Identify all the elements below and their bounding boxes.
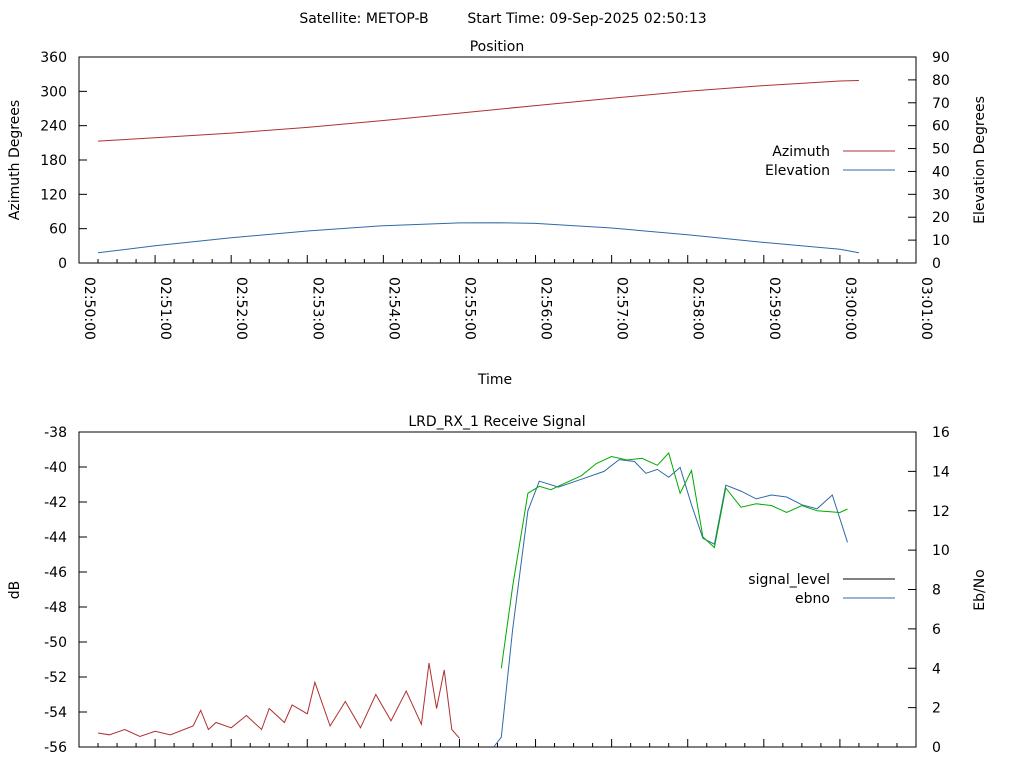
signal-plot-frame: [78, 431, 917, 748]
y2-tick-label: 4: [932, 661, 941, 677]
legend-label-signal-level: signal_level: [748, 572, 830, 588]
x-tick-label: 02:56:00: [538, 277, 554, 340]
y2-tick-label: 20: [932, 210, 950, 226]
position-legend: Azimuth Elevation: [765, 144, 895, 179]
satellite-label: Satellite: METOP-B: [299, 11, 428, 27]
y-tick-label: 240: [40, 119, 67, 135]
position-chart-title: Position: [470, 39, 525, 55]
y2-tick-label: 60: [932, 119, 950, 135]
start-time-label: Start Time: 09-Sep-2025 02:50:13: [467, 11, 706, 27]
y-tick-label: 60: [49, 222, 67, 238]
x-tick-label: 02:54:00: [385, 277, 401, 340]
y-tick-label: -40: [44, 460, 67, 476]
position-x-axis-label: Time: [477, 372, 512, 388]
x-tick-label: 02:53:00: [309, 277, 325, 340]
signal-series-lines: [97, 452, 848, 748]
y2-tick-label: 80: [932, 73, 950, 89]
y2-tick-label: 10: [932, 233, 950, 249]
y2-tick-label: 0: [932, 256, 941, 272]
y-tick-label: -50: [44, 635, 67, 651]
y2-tick-label: 12: [932, 504, 950, 520]
y2-tick-label: 50: [932, 142, 950, 158]
legend-label-azimuth: Azimuth: [772, 144, 830, 160]
signal-y-axis-label: dB: [7, 581, 23, 600]
y2-tick-label: 40: [932, 164, 950, 180]
y-tick-label: -52: [44, 670, 67, 686]
y2-tick-label: 0: [932, 740, 941, 756]
x-tick-label: 02:58:00: [690, 277, 706, 340]
signal-level-noise-trace: [97, 662, 460, 739]
y2-tick-label: 8: [932, 583, 941, 599]
signal-y2-axis-label: Eb/No: [972, 569, 988, 611]
signal-chart-title: LRD_RX_1 Receive Signal: [408, 414, 585, 430]
position-plot-frame: [78, 56, 917, 264]
y2-tick-label: 30: [932, 187, 950, 203]
y-tick-label: 180: [40, 153, 67, 169]
y2-tick-label: 90: [932, 50, 950, 66]
y-tick-label: -44: [44, 530, 67, 546]
y-tick-label: -46: [44, 565, 67, 581]
x-tick-label: 03:01:00: [918, 277, 934, 340]
y2-tick-label: 10: [932, 543, 950, 559]
receive-signal-chart: LRD_RX_1 Receive Signal dB Eb/No -56-54-…: [7, 414, 988, 756]
position-chart: Position Time Azimuth Degrees Elevation …: [7, 39, 988, 388]
position-y2-axis-label: Elevation Degrees: [972, 96, 988, 224]
y2-tick-label: 14: [932, 464, 950, 480]
y-tick-label: 0: [58, 256, 67, 272]
position-axes-ticks: 0 60 120 180 240 300 360 0 10 20 30 40 50 60 70 80 90 02:…: [40, 50, 950, 340]
y-tick-label: -48: [44, 600, 67, 616]
signal-level-trace: [500, 452, 848, 669]
x-tick-label: 03:00:00: [842, 277, 858, 340]
y-tick-label: 300: [40, 84, 67, 100]
y-tick-label: -42: [44, 495, 67, 511]
x-tick-label: 02:50:00: [81, 277, 97, 340]
x-tick-label: 02:59:00: [766, 277, 782, 340]
y2-tick-label: 70: [932, 96, 950, 112]
y-tick-label: -38: [44, 425, 67, 441]
position-y-axis-label: Azimuth Degrees: [7, 100, 23, 220]
y-tick-label: 360: [40, 50, 67, 66]
y2-tick-label: 6: [932, 622, 941, 638]
y-tick-label: 120: [40, 187, 67, 203]
x-tick-label: 02:52:00: [233, 277, 249, 340]
x-tick-label: 02:51:00: [157, 277, 173, 340]
signal-axes-ticks: -56 -54 -52 -50 -48 -46 -44 -42 -40 -38 0 2 4 6 8 10 12 1…: [44, 425, 950, 756]
x-tick-label: 02:57:00: [614, 277, 630, 340]
x-tick-label: 02:55:00: [461, 277, 477, 340]
signal-legend: signal_level ebno: [748, 572, 895, 607]
elevation-line: [97, 222, 859, 254]
legend-label-elevation: Elevation: [765, 163, 830, 179]
azimuth-line: [97, 80, 859, 142]
y2-tick-label: 16: [932, 425, 950, 441]
position-series-lines: [97, 80, 859, 254]
y-tick-label: -56: [44, 740, 67, 756]
y2-tick-label: 2: [932, 701, 941, 717]
legend-label-ebno: ebno: [795, 591, 830, 607]
y-tick-label: -54: [44, 705, 67, 721]
